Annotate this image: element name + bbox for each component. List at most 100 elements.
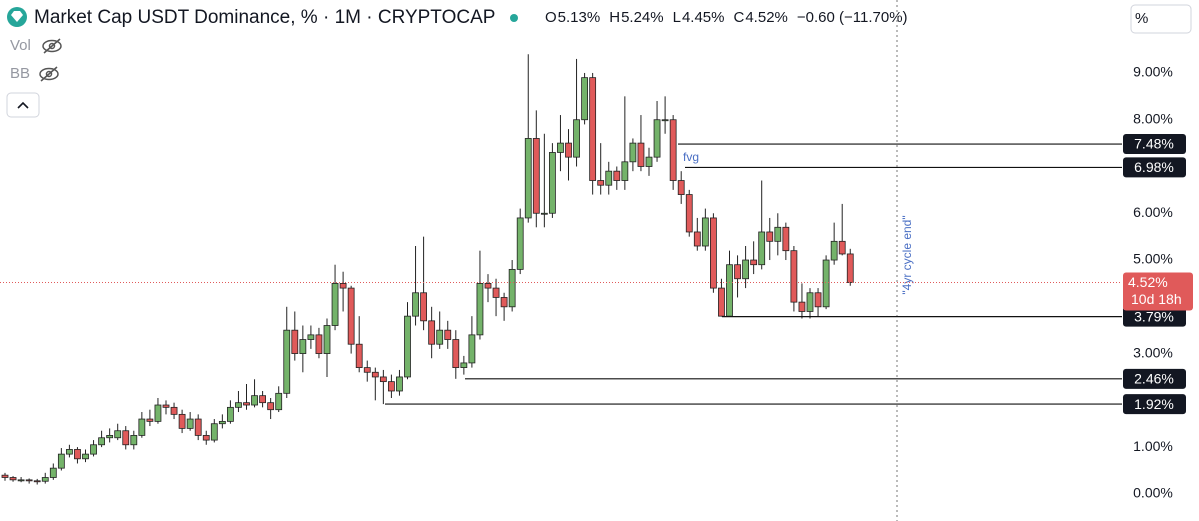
- legend-key: O: [545, 9, 557, 26]
- candle-body: [210, 423, 218, 441]
- chart-title: Market Cap USDT Dominance, % · 1M · CRYP…: [34, 7, 495, 28]
- candle-body: [653, 119, 661, 158]
- candle-body: [9, 477, 17, 481]
- legend-value: 4.52%: [745, 9, 788, 26]
- candle-body: [162, 404, 170, 408]
- candle-body: [202, 435, 210, 441]
- candle-body: [677, 180, 685, 195]
- candle-body: [798, 301, 806, 312]
- candle-body: [243, 402, 250, 406]
- candle-body: [540, 212, 548, 215]
- legend-value: 5.24%: [621, 9, 664, 26]
- level-label: 7.48%: [1134, 136, 1174, 152]
- candle-body: [524, 138, 532, 219]
- candle-body: [726, 264, 733, 317]
- candle-body: [106, 435, 114, 439]
- legend-key: C: [734, 9, 745, 26]
- eye-off-icon[interactable]: [39, 66, 59, 82]
- candle-body: [363, 367, 371, 373]
- candle-body: [637, 142, 645, 167]
- eye-off-icon[interactable]: [42, 38, 62, 54]
- candle-body: [251, 395, 258, 406]
- annotation: "4yr cycle end": [900, 215, 914, 294]
- candle-body: [597, 180, 605, 186]
- candle-body: [750, 259, 758, 266]
- y-tick-label: 8.00%: [1133, 110, 1173, 126]
- candle-body: [822, 259, 830, 308]
- candle-body: [460, 362, 468, 368]
- plot-area: [1, 54, 854, 485]
- candle-body: [420, 292, 428, 322]
- candle-body: [701, 217, 709, 247]
- candle-body: [685, 194, 693, 233]
- candle-body: [557, 142, 564, 153]
- candle-body: [516, 217, 524, 270]
- level-label: 6.98%: [1134, 159, 1174, 175]
- candle-body: [581, 77, 588, 121]
- indicator-label: BB: [10, 65, 30, 82]
- candle-body: [500, 297, 508, 308]
- candle-body: [41, 477, 49, 482]
- candle-body: [194, 418, 202, 436]
- candle-body: [57, 453, 65, 469]
- candle-body: [218, 420, 226, 425]
- ohlc-legend: O 5.13% H 5.24% L 4.45% C 4.52% −0.60 (−11.70%): [545, 9, 908, 26]
- candle-body: [629, 142, 637, 163]
- candle-body: [573, 119, 580, 158]
- scale-button[interactable]: [1130, 4, 1192, 34]
- y-tick-label: 0.00%: [1133, 485, 1173, 501]
- candle-body: [74, 449, 81, 460]
- candle-body: [549, 152, 556, 214]
- candle-body: [806, 292, 814, 312]
- candle-body: [387, 381, 395, 392]
- candle-body: [565, 142, 572, 158]
- collapse-icon: [17, 101, 29, 109]
- candle-body: [323, 325, 331, 354]
- candle-body: [371, 371, 379, 378]
- candle-body: [444, 329, 452, 340]
- candle-body: [355, 343, 363, 368]
- candle-body: [693, 231, 701, 247]
- candle-body: [275, 392, 283, 411]
- level-label-box: [1123, 394, 1186, 415]
- candle-body: [669, 119, 677, 181]
- candle-body: [138, 418, 146, 436]
- candle-body: [742, 259, 749, 280]
- candle-body: [82, 453, 89, 460]
- candle-body: [790, 250, 798, 303]
- status-dot: [510, 14, 518, 22]
- candle-body: [49, 467, 57, 478]
- candle-body: [226, 406, 234, 422]
- y-tick-label: 9.00%: [1133, 64, 1173, 80]
- last-price-label: 4.52%: [1128, 274, 1168, 290]
- candle-body: [170, 406, 178, 415]
- level-label: 2.46%: [1134, 371, 1174, 387]
- candle-body: [339, 283, 347, 289]
- candle-body: [122, 430, 130, 446]
- candle-body: [846, 253, 854, 283]
- candle-body: [404, 315, 411, 378]
- legend-key: L: [673, 9, 681, 26]
- candle-body: [492, 287, 500, 298]
- candle-body: [621, 161, 629, 181]
- indicator-label: Vol: [10, 37, 31, 54]
- candle-body: [379, 376, 387, 383]
- candle-body: [307, 334, 315, 340]
- level-label-box: [1123, 368, 1186, 389]
- y-tick-label: 1.00%: [1133, 438, 1173, 454]
- candle-body: [605, 170, 613, 186]
- candle-body: [436, 329, 444, 345]
- candle-body: [718, 287, 725, 317]
- candle-body: [766, 231, 774, 242]
- candle-body: [130, 435, 138, 446]
- candle-body: [267, 402, 275, 411]
- candle-body: [452, 339, 460, 368]
- level-label-box: [1123, 306, 1186, 327]
- candle-body: [484, 283, 492, 289]
- level-label-box: [1123, 134, 1186, 155]
- collapse-button[interactable]: [6, 92, 40, 118]
- candle-body: [508, 268, 516, 308]
- scale-button-label: %: [1135, 10, 1148, 27]
